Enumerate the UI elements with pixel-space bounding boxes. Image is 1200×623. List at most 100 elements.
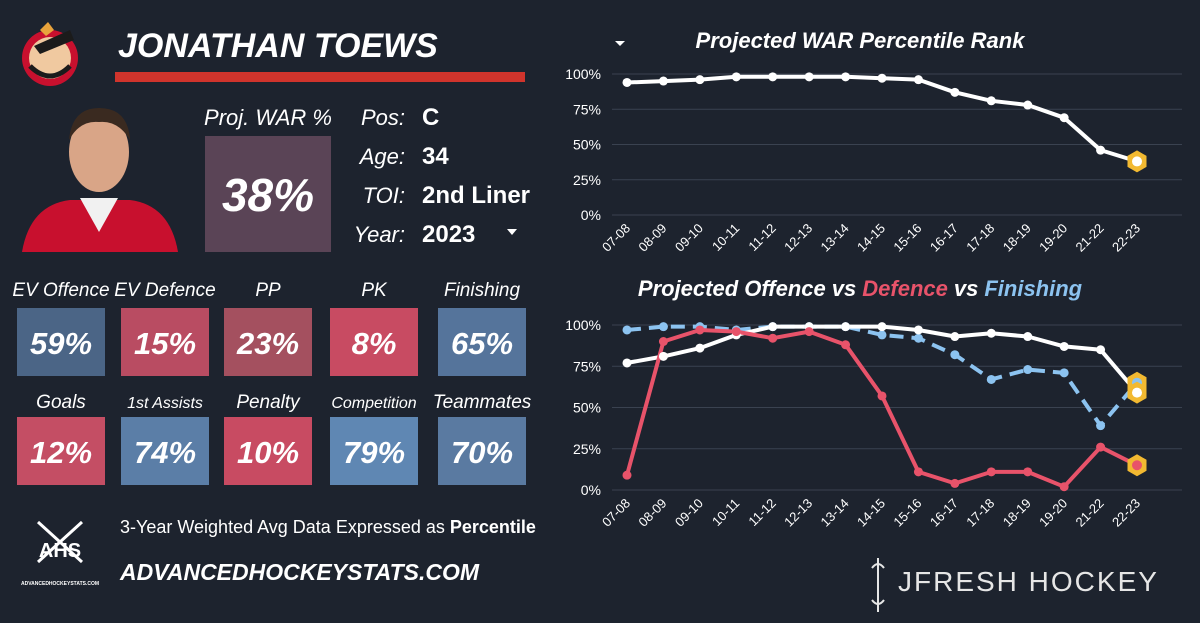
chart-title: Projected Offence vs Defence vs Finishing xyxy=(638,276,1083,301)
y-tick-label: 100% xyxy=(565,317,601,333)
note-bold: Percentile xyxy=(450,517,536,537)
stat-value: 65% xyxy=(451,326,513,361)
point xyxy=(1059,482,1069,492)
note-text: 3-Year Weighted Avg Data Expressed as xyxy=(120,517,445,537)
war-label: Proj. WAR % xyxy=(204,105,332,130)
y-tick-label: 50% xyxy=(573,137,601,153)
stat-label: EV Offence xyxy=(12,280,109,301)
year-dropdown[interactable] xyxy=(507,229,517,235)
point xyxy=(1132,460,1142,471)
point xyxy=(622,325,632,335)
point xyxy=(841,72,851,82)
footer-site: ADVANCEDHOCKEYSTATS.COM xyxy=(119,559,480,585)
point xyxy=(768,333,778,343)
stat-box xyxy=(438,417,526,485)
stat-label: Teammates xyxy=(433,392,532,413)
point xyxy=(841,322,851,332)
info: Pos: C Age: 34 TOI: 2nd Liner Year: 2023 xyxy=(354,104,530,248)
point xyxy=(1023,365,1033,375)
point xyxy=(658,337,668,346)
stat-label: PP xyxy=(255,280,281,301)
brand: JFRESH HOCKEY xyxy=(898,566,1159,597)
war-value: 38% xyxy=(222,169,314,221)
stat-label: PK xyxy=(361,280,388,301)
info-value: C xyxy=(422,104,439,131)
title-part: Defence xyxy=(862,276,948,301)
y-tick-label: 0% xyxy=(581,207,601,223)
stat-value: 8% xyxy=(352,326,397,361)
point xyxy=(1023,332,1033,342)
point xyxy=(768,72,778,82)
player-photo xyxy=(20,105,178,252)
footer-note: 3-Year Weighted Avg Data Expressed as Pe… xyxy=(120,517,536,537)
title-part: vs xyxy=(954,276,978,301)
team-logo xyxy=(22,22,78,86)
point xyxy=(1023,100,1033,110)
point xyxy=(950,87,960,97)
y-tick-label: 100% xyxy=(565,66,601,82)
y-tick-label: 25% xyxy=(573,441,601,457)
name-underline xyxy=(115,72,525,82)
stat-label: Goals xyxy=(36,392,86,413)
point xyxy=(986,374,996,384)
stat-box xyxy=(330,308,418,376)
point xyxy=(986,467,996,477)
stats-grid: EV Offence 59% EV Defence 15% PP 23% PK 8% Finis… xyxy=(12,280,532,485)
point xyxy=(1096,421,1106,431)
point xyxy=(768,322,778,332)
point xyxy=(877,391,887,401)
point xyxy=(913,333,923,343)
point xyxy=(695,325,705,335)
info-label: Year: xyxy=(354,222,405,247)
stat-label: Penalty xyxy=(236,392,301,413)
stat-value: 23% xyxy=(236,326,299,361)
point xyxy=(658,76,668,86)
point xyxy=(695,75,705,85)
point xyxy=(804,327,814,337)
point xyxy=(1132,387,1142,398)
info-value: 2023 xyxy=(422,221,475,248)
y-tick-label: 25% xyxy=(573,172,601,188)
stat-box xyxy=(17,417,105,485)
point xyxy=(913,467,923,477)
stat-box xyxy=(224,308,312,376)
chart-dropdown[interactable] xyxy=(615,41,625,46)
info-value: 34 xyxy=(422,143,449,170)
war-box xyxy=(205,136,331,252)
point xyxy=(622,470,632,480)
y-tick-label: 0% xyxy=(581,482,601,498)
stat-box xyxy=(224,417,312,485)
point xyxy=(731,327,741,337)
stat-box xyxy=(121,308,209,376)
point xyxy=(695,343,705,353)
title-part: vs xyxy=(832,276,856,301)
point xyxy=(986,328,996,338)
stat-value: 70% xyxy=(451,435,513,470)
point xyxy=(986,96,996,106)
brand-logo xyxy=(871,558,885,612)
point xyxy=(841,340,851,350)
point xyxy=(877,330,887,340)
point xyxy=(1059,368,1069,378)
stat-value: 79% xyxy=(343,435,405,470)
point xyxy=(804,72,814,82)
title-part: Finishing xyxy=(984,276,1082,301)
point xyxy=(1096,145,1106,155)
point xyxy=(950,478,960,488)
point xyxy=(622,358,632,368)
point xyxy=(1059,113,1069,123)
stat-box xyxy=(17,308,105,376)
title-part: Projected Offence xyxy=(638,276,826,301)
point xyxy=(913,75,923,85)
ahs-logo-url: ADVANCEDHOCKEYSTATS.COM xyxy=(21,581,99,587)
info-label: Age: xyxy=(358,144,405,169)
stat-label: EV Defence xyxy=(114,280,215,301)
y-tick-label: 75% xyxy=(573,101,601,117)
y-tick-label: 75% xyxy=(573,358,601,374)
stat-value: 74% xyxy=(134,435,196,470)
point xyxy=(877,73,887,83)
point xyxy=(1096,442,1106,452)
stat-box xyxy=(438,308,526,376)
player-name: JONATHAN TOEWS xyxy=(118,27,438,65)
